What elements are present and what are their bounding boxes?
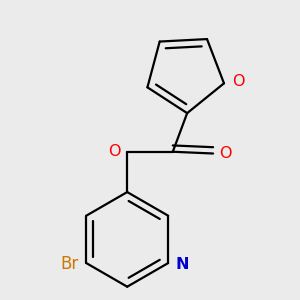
Text: O: O <box>108 144 121 159</box>
Text: O: O <box>219 146 232 161</box>
Text: O: O <box>232 74 244 89</box>
Text: Br: Br <box>60 255 79 273</box>
Text: N: N <box>175 257 189 272</box>
